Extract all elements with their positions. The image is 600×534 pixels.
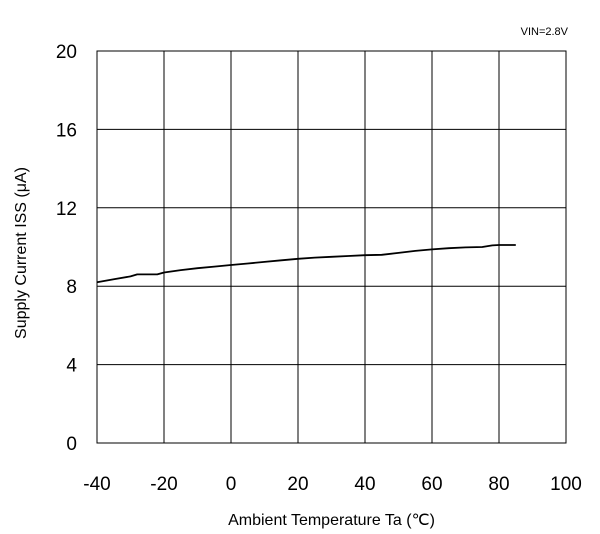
x-tick-label: 0	[226, 474, 237, 495]
y-tick-label: 0	[66, 434, 77, 455]
y-tick-label: 20	[56, 42, 77, 63]
x-tick-label: 20	[287, 474, 308, 495]
series-layer	[96, 244, 516, 284]
y-tick-labels: 0 4 8 12 16 20	[56, 42, 78, 455]
x-tick-labels: -40 -20 0 20 40 60 80 100	[83, 474, 582, 495]
series-line	[96, 244, 516, 284]
grid-lines	[97, 51, 566, 443]
x-tick-label: 60	[421, 474, 442, 495]
x-tick-label: 40	[354, 474, 375, 495]
plot-frame	[96, 50, 567, 444]
y-axis-label: Supply Current ISS (μA)	[13, 167, 30, 339]
x-tick-label: -20	[150, 474, 177, 495]
y-tick-label: 12	[56, 199, 77, 220]
y-tick-label: 8	[66, 277, 77, 298]
chart-annotation: VIN=2.8V	[521, 26, 569, 38]
y-tick-label: 4	[66, 356, 77, 377]
y-tick-label: 16	[56, 120, 77, 141]
x-axis-label: Ambient Temperature Ta (℃)	[228, 512, 435, 529]
x-tick-label: 80	[488, 474, 509, 495]
x-tick-label: 100	[550, 474, 582, 495]
x-tick-label: -40	[83, 474, 110, 495]
